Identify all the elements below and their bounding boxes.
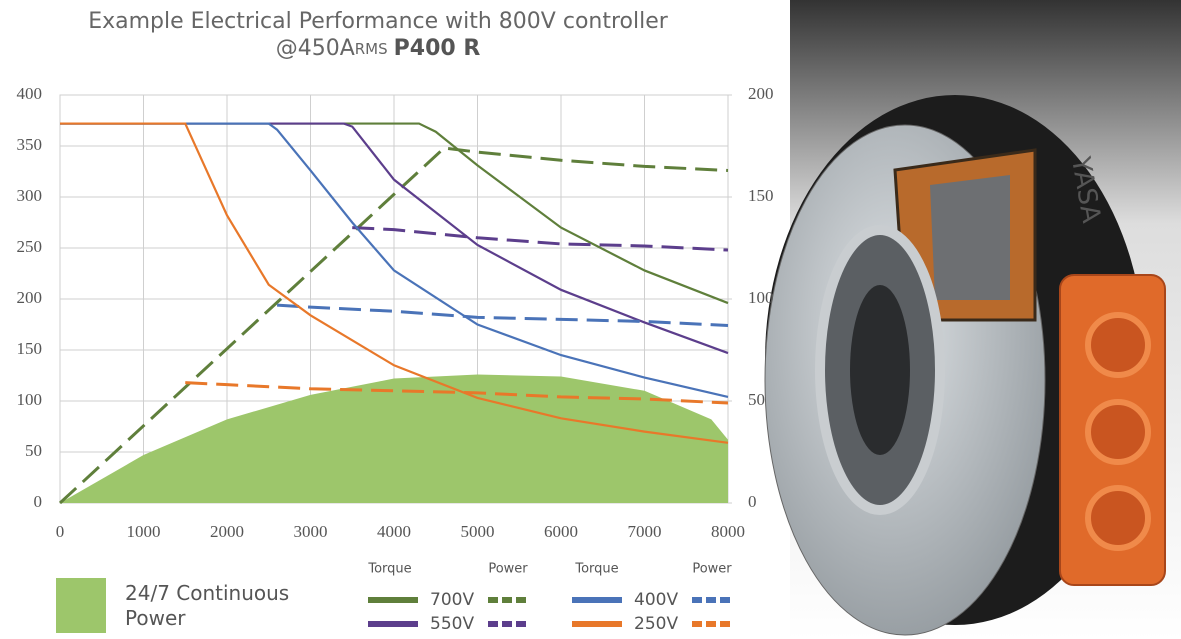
x-tick-label: 7000 [628, 522, 662, 541]
y-tick-label: 50 [25, 441, 42, 460]
power-line [352, 226, 729, 252]
x-tick-label: 3000 [294, 522, 328, 541]
y-tick-label: 350 [17, 135, 43, 154]
x-tick-label: 4000 [377, 522, 411, 541]
y-tick-label: 150 [17, 339, 43, 358]
torque-line [60, 122, 729, 398]
x-tick-label: 0 [56, 522, 65, 541]
torque-line [60, 122, 729, 444]
y-tick-label: 100 [17, 390, 43, 409]
y2-tick-label: 0 [748, 492, 757, 511]
x-tick-label: 8000 [711, 522, 745, 541]
y2-tick-label: 150 [748, 186, 774, 205]
subtitle-part: @450A [276, 36, 355, 61]
chart-title: Example Electrical Performance with 800V… [88, 9, 669, 34]
legend-header: Power [692, 562, 732, 577]
legend-label: 550V [430, 614, 474, 634]
y-tick-label: 300 [17, 186, 43, 205]
legend-header: Torque [574, 562, 618, 577]
torque-line [60, 122, 729, 355]
y-tick-label: 250 [17, 237, 43, 256]
y-tick-label: 0 [34, 492, 43, 511]
legend-label: 700V [430, 590, 474, 610]
x-tick-label: 2000 [210, 522, 244, 541]
legend-label: 250V [634, 614, 678, 634]
subtitle-part: P400 R [394, 36, 481, 61]
y2-tick-label: 200 [748, 84, 774, 103]
x-tick-label: 6000 [544, 522, 578, 541]
legend-label: 400V [634, 590, 678, 610]
legend-header: Power [488, 562, 528, 577]
legend-label: 24/7 Continuous Power [125, 581, 290, 630]
y2-tick-label: 100 [748, 288, 774, 307]
subtitle-part: RMS [355, 40, 388, 58]
power-line [58, 146, 729, 505]
continuous-area [60, 374, 728, 503]
chart-subtitle: @450ARMS P400 R [276, 36, 481, 61]
legend-swatch [56, 578, 106, 633]
y2-tick-label: 50 [748, 390, 765, 409]
y-tick-label: 200 [17, 288, 43, 307]
torque-line [60, 122, 729, 305]
legend-header: Torque [367, 562, 411, 577]
power-line [185, 381, 729, 405]
y-tick-label: 400 [17, 84, 43, 103]
motor-photo: YASA [764, 0, 1181, 639]
power-line [277, 303, 729, 328]
x-tick-label: 5000 [461, 522, 495, 541]
x-tick-label: 1000 [127, 522, 161, 541]
